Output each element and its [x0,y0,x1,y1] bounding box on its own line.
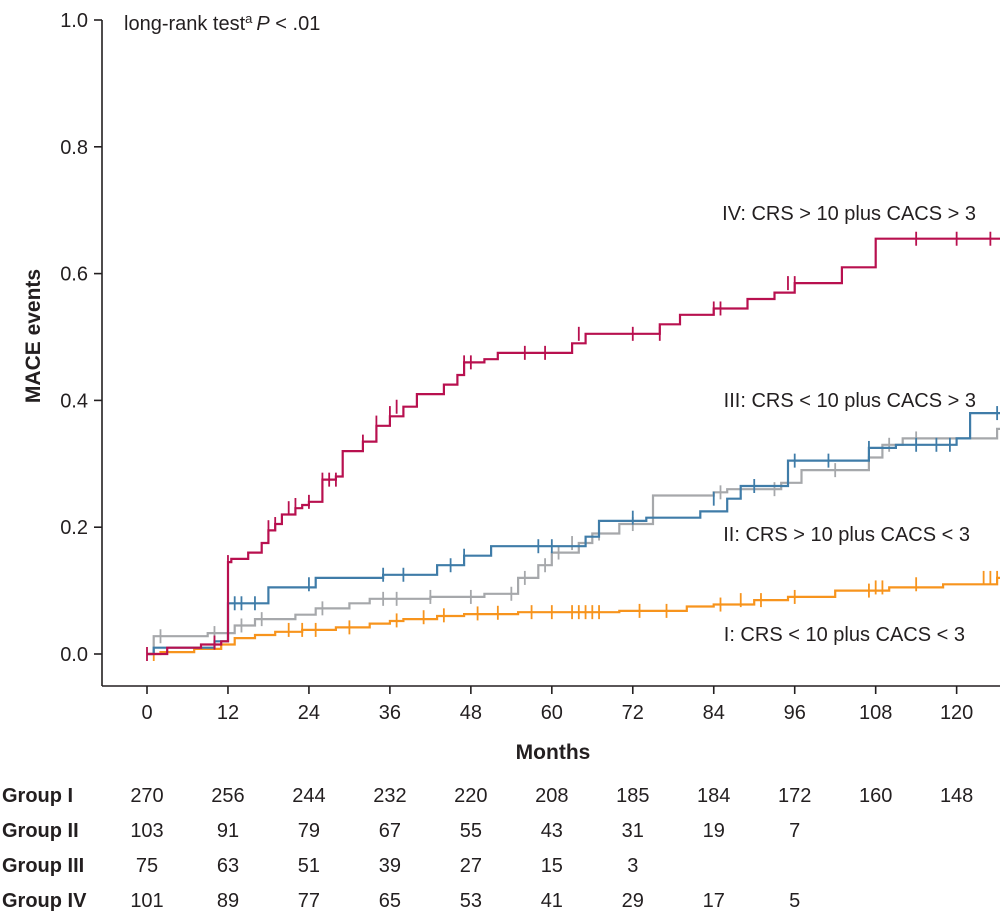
x-tick-label: 24 [298,702,320,724]
x-tick-label: 96 [784,702,806,724]
x-tick-label: 36 [379,702,401,724]
risk-count: 172 [778,785,811,807]
risk-count: 270 [130,785,163,807]
risk-count: 39 [379,855,401,877]
risk-count: 3 [627,855,638,877]
risk-row-label: Group II [2,820,79,842]
x-tick-label: 60 [541,702,563,724]
curve-label-iii: III: CRS < 10 plus CACS > 3 [724,390,976,412]
risk-count: 43 [541,820,563,842]
risk-count: 89 [217,890,239,912]
risk-count: 79 [298,820,320,842]
risk-count: 15 [541,855,563,877]
risk-count: 101 [130,890,163,912]
risk-count: 103 [130,820,163,842]
risk-count: 75 [136,855,158,877]
x-tick-label: 0 [141,702,152,724]
risk-count: 91 [217,820,239,842]
y-tick-label: 0.0 [60,644,88,666]
risk-count: 29 [622,890,644,912]
y-tick-label: 0.6 [60,264,88,286]
x-tick-label: 84 [703,702,725,724]
risk-count: 220 [454,785,487,807]
risk-count: 17 [703,890,725,912]
y-tick-label: 0.4 [60,390,88,412]
risk-count: 244 [292,785,325,807]
risk-count: 63 [217,855,239,877]
risk-count: 232 [373,785,406,807]
risk-count: 53 [460,890,482,912]
risk-count: 31 [622,820,644,842]
plot-area [146,231,1000,661]
series-line-i [147,576,1000,656]
number-at-risk-table: Group I 270 256 244 232 220 208 185 184 172 160 148… [2,785,973,912]
series-iii [147,406,1000,656]
risk-count: 5 [789,890,800,912]
risk-row-label: Group I [2,785,73,807]
series-iv [146,231,1000,661]
y-tick-label: 1.0 [60,10,88,32]
x-tick-label: 48 [460,702,482,724]
curve-label-iv: IV: CRS > 10 plus CACS > 3 [722,203,976,225]
risk-count: 184 [697,785,730,807]
y-axis-title: MACE events [22,269,45,403]
curve-label-ii: II: CRS > 10 plus CACS < 3 [723,524,970,546]
logrank-annotation: long-rank testa P < .01 [124,11,320,36]
y-tick-label: 0.8 [60,137,88,159]
risk-count: 148 [940,785,973,807]
risk-count: 208 [535,785,568,807]
risk-count: 7 [789,820,800,842]
risk-count: 185 [616,785,649,807]
curve-label-i: I: CRS < 10 plus CACS < 3 [724,624,965,646]
y-tick-label: 0.2 [60,517,88,539]
x-tick-label: 72 [622,702,644,724]
x-tick-label: 108 [859,702,892,724]
risk-count: 51 [298,855,320,877]
risk-count: 77 [298,890,320,912]
x-tick-label: 120 [940,702,973,724]
series-i [147,570,1000,661]
risk-count: 65 [379,890,401,912]
axes: 0.0 0.2 0.4 0.6 0.8 1.0 0 12 24 36 48 60 72 84 96 108 12… [60,10,1000,724]
x-tick-label: 12 [217,702,239,724]
risk-count: 160 [859,785,892,807]
risk-count: 41 [541,890,563,912]
risk-count: 256 [211,785,244,807]
risk-row-label: Group IV [2,890,87,912]
risk-count: 67 [379,820,401,842]
x-axis-title: Months [516,741,591,764]
risk-count: 27 [460,855,482,877]
risk-row-label: Group III [2,855,84,877]
series-line-iv [147,237,1000,656]
risk-count: 19 [703,820,725,842]
risk-count: 55 [460,820,482,842]
